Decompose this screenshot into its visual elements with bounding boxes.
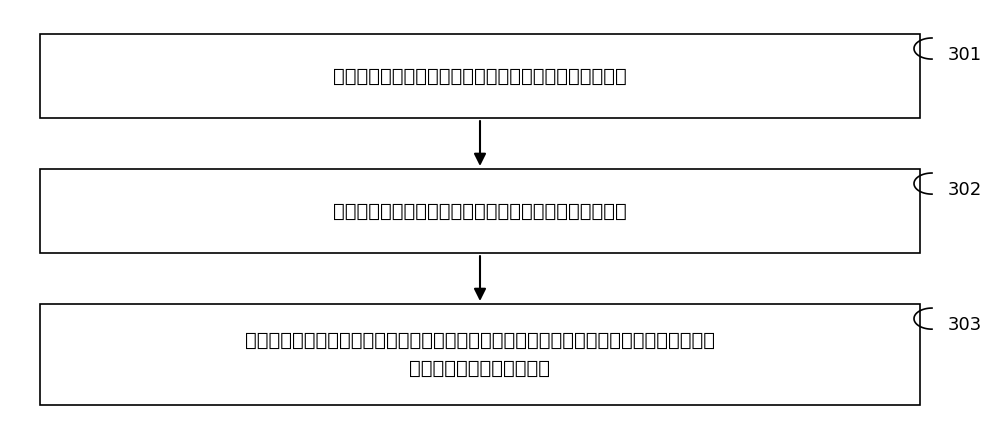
Text: 从第一子包络曲线中提取出相邻峰值位置之间的峰值间距: 从第一子包络曲线中提取出相邻峰值位置之间的峰值间距 (333, 201, 627, 221)
Text: 303: 303 (948, 316, 982, 335)
Text: 以峰值间距为窗口，对第一子包络曲线中每个窗口内的数据进行最大值滤波操作和最小值滤
波操作，得到第二包络数据: 以峰值间距为窗口，对第一子包络曲线中每个窗口内的数据进行最大值滤波操作和最小值滤… (245, 331, 715, 378)
FancyBboxPatch shape (40, 169, 920, 253)
Text: 301: 301 (948, 46, 982, 65)
FancyBboxPatch shape (40, 304, 920, 405)
Text: 对第一包络曲线进行平滑滤波操作，得到第一子包络曲线: 对第一包络曲线进行平滑滤波操作，得到第一子包络曲线 (333, 66, 627, 86)
Text: 302: 302 (948, 181, 982, 200)
FancyBboxPatch shape (40, 34, 920, 118)
